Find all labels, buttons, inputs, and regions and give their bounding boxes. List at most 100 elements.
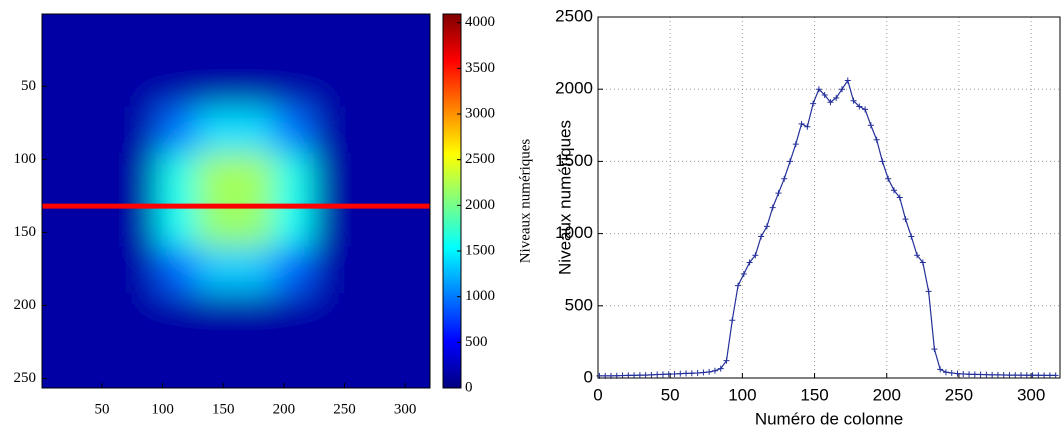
data-marker (677, 370, 684, 377)
x-tick-label: 50 (95, 401, 110, 417)
data-marker (1012, 372, 1019, 379)
heat-cell (42, 153, 81, 201)
data-marker (763, 223, 770, 230)
x-tick-label: 200 (273, 401, 296, 417)
heat-cell (196, 153, 236, 201)
data-marker (838, 86, 845, 93)
y-tick-label: 250 (14, 370, 37, 386)
colorbar-tick-label: 1000 (465, 288, 495, 304)
y-tick-label: 150 (14, 224, 37, 240)
heat-cell (118, 153, 159, 201)
heat-cell (196, 59, 236, 108)
heat-cell (42, 293, 81, 342)
y-tick-label: 50 (21, 78, 36, 94)
data-marker (631, 372, 638, 379)
y-tick-label: 2000 (555, 79, 593, 98)
data-marker (908, 233, 915, 240)
data-marker (706, 368, 713, 375)
data-marker (960, 370, 967, 377)
heat-cell (196, 14, 236, 61)
colorbar-tick-label: 2500 (465, 151, 495, 167)
data-marker (850, 97, 857, 104)
y-tick-label: 1000 (555, 223, 593, 242)
heat-cell (234, 246, 275, 295)
colorbar (442, 13, 462, 389)
heat-cell (79, 153, 120, 201)
data-marker (867, 122, 874, 129)
data-marker (954, 370, 961, 377)
line-panel: 0 50 100 150 200 250 300 0 500 1000 1500 2000 2500 Nu… (555, 6, 1061, 428)
colorbar-tick-label: 2000 (465, 197, 495, 213)
heat-cell (196, 106, 236, 155)
heat-cell (157, 340, 198, 388)
data-marker (1041, 372, 1048, 379)
heat-cell (351, 293, 392, 342)
data-marker (983, 371, 990, 378)
colorbar-tick-label: 500 (465, 334, 488, 350)
heat-cell (157, 246, 198, 295)
heat-cell (273, 106, 314, 155)
data-marker (902, 216, 909, 223)
heatmap-panel: 50 100 150 200 250 30050100150200250050010001… (14, 13, 533, 417)
heat-cell (42, 340, 81, 388)
heat-cell (79, 14, 120, 61)
data-marker (1035, 372, 1042, 379)
data-marker (781, 175, 788, 182)
data-marker (827, 99, 834, 106)
image-area (42, 14, 430, 388)
heat-cell (273, 246, 314, 295)
x-tick-label: 300 (1017, 385, 1045, 404)
data-marker (694, 369, 701, 376)
data-marker (844, 77, 851, 84)
heat-cell (118, 340, 159, 388)
heat-cell (157, 153, 198, 201)
data-marker (654, 371, 661, 378)
data-marker (879, 158, 886, 165)
heat-cell (312, 153, 353, 201)
heat-cell (312, 14, 353, 61)
data-marker (1018, 372, 1025, 379)
heat-cell (390, 340, 430, 388)
data-marker (925, 288, 932, 295)
data-marker (671, 370, 678, 377)
data-marker (1023, 372, 1030, 379)
heat-cell (118, 14, 159, 61)
heat-cell (351, 153, 392, 201)
data-marker (798, 120, 805, 127)
y-tick-label: 1500 (555, 151, 593, 170)
heat-cell (273, 293, 314, 342)
heat-cell (390, 153, 430, 201)
data-marker (977, 371, 984, 378)
colorbar-tick-label: 4000 (465, 14, 495, 30)
data-marker (989, 371, 996, 378)
heat-cell (42, 59, 81, 108)
heat-cell (157, 14, 198, 61)
heat-cell (79, 106, 120, 155)
data-marker (688, 370, 695, 377)
heat-cell (234, 106, 275, 155)
heat-cell (79, 59, 120, 108)
data-marker (717, 365, 724, 372)
heat-cell (390, 246, 430, 295)
data-line (599, 79, 1056, 377)
x-tick-label: 100 (151, 401, 174, 417)
data-marker (636, 372, 643, 379)
data-marker (890, 187, 897, 194)
y-axis-label: Niveaux numériques (555, 120, 574, 275)
data-marker (896, 194, 903, 201)
data-marker (1000, 371, 1007, 378)
data-marker (804, 123, 811, 130)
data-marker (810, 100, 817, 107)
data-marker (683, 370, 690, 377)
x-tick-label: 200 (873, 385, 901, 404)
data-marker (752, 252, 759, 259)
heat-cell (351, 14, 392, 61)
x-axis-label: Numéro de colonne (755, 409, 903, 428)
heat-cell (118, 246, 159, 295)
y-tick-label: 100 (14, 151, 37, 167)
heat-cell (196, 293, 236, 342)
data-marker (862, 106, 869, 113)
heat-cell (351, 59, 392, 108)
x-tick-label: 50 (661, 385, 680, 404)
